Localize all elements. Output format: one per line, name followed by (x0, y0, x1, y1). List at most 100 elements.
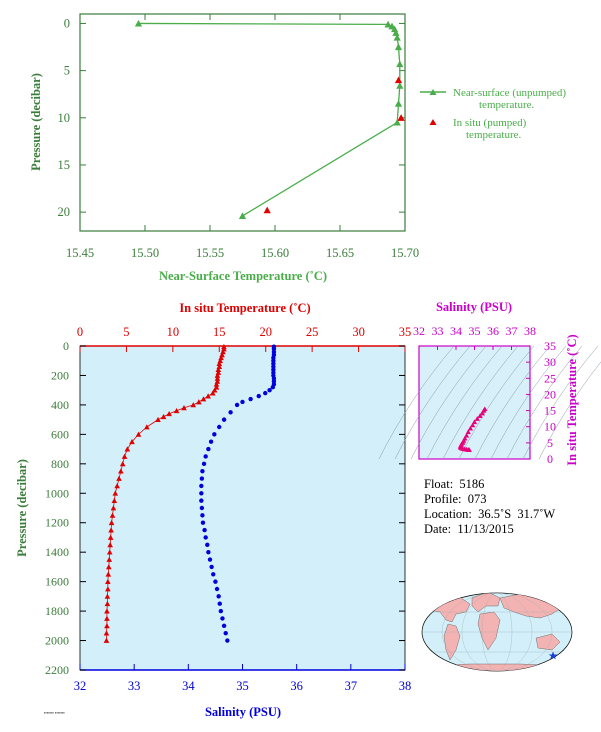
unpumped-temperature-point (393, 33, 401, 41)
temp-tick-label: 20 (259, 325, 272, 339)
y-tick-label: 20 (58, 205, 71, 219)
salinity-tick-label: 33 (128, 679, 141, 693)
profile-chart: 0 5 10 15 20 25 30 35 32 33 34 35 36 37 38 0 200 400 600 80… (15, 301, 411, 719)
float-number: Float: 5186 (424, 477, 485, 491)
temperature-point (205, 393, 211, 399)
ts-x-tick-label: 37 (506, 324, 518, 338)
salinity-point (228, 410, 233, 415)
near-surface-temperature-chart: 15.45 15.50 15.55 15.60 15.65 15.70 0 5 10 15 20 N… (29, 13, 419, 283)
salinity-point (234, 402, 240, 408)
temperature-point (200, 396, 207, 402)
salinity-point (221, 417, 227, 422)
ts-point (474, 416, 480, 421)
ts-title: Salinity (PSU) (436, 300, 512, 314)
salinity-point (207, 557, 213, 562)
density-contour (426, 345, 503, 460)
salinity-point (211, 572, 216, 577)
y-tick-label: 5 (64, 64, 70, 78)
ts-point (479, 410, 485, 416)
temperature-point (104, 615, 110, 621)
salinity-point (199, 505, 205, 511)
salinity-point (203, 535, 208, 540)
salinity-point (263, 390, 268, 396)
float-location: Location: 36.5˚S 31.7˚W (424, 507, 556, 521)
y-tick-label: 1400 (45, 545, 69, 559)
salinity-point (216, 594, 221, 599)
unpumped-temperature-point (396, 82, 404, 89)
footer-mark: ▪▪▪▪▪▪▪ ▪▪▪▪▪▪▪ (44, 710, 65, 715)
axis-ticks: 15.45 15.50 15.55 15.60 15.65 15.70 0 5 10 15 20 (58, 14, 419, 260)
temperature-point (135, 431, 142, 437)
bottom-x-axis-label: Salinity (PSU) (205, 705, 281, 719)
ts-x-tick-label: 32 (413, 324, 425, 338)
y-tick-label: 1200 (45, 516, 69, 530)
y-tick-label: 0 (64, 16, 70, 30)
salinity-point (199, 491, 204, 496)
y-tick-label: 1600 (45, 575, 69, 589)
plot-area (79, 345, 406, 671)
salinity-point (220, 616, 225, 621)
temperature-point (144, 424, 150, 430)
ts-y-tick-label: 25 (544, 371, 556, 385)
legend-unpumped-marker (429, 89, 437, 95)
ts-point (466, 447, 472, 453)
salinity-point (217, 424, 222, 430)
unpumped-temperature-point (394, 100, 403, 107)
map-graticule (422, 593, 572, 671)
salinity-point (248, 396, 253, 402)
temperature-point (108, 519, 115, 526)
ts-x-tick-label: 33 (432, 324, 444, 338)
ts-y-tick-label: 10 (544, 420, 556, 434)
density-contour (378, 345, 455, 460)
temperature-point (181, 405, 187, 411)
temp-tick-label: 5 (123, 325, 129, 339)
salinity-point (218, 608, 224, 614)
legend-unpumped-label-2: temperature. (479, 99, 535, 111)
temperature-point (213, 381, 220, 387)
pumped-temperature-point (263, 206, 271, 214)
ts-x-tick-label: 34 (450, 324, 462, 338)
temperature-point (107, 534, 114, 540)
temperature-point (155, 416, 161, 423)
legend-unpumped-label: Near-surface (unpumped) (453, 87, 566, 99)
temperature-point (216, 360, 223, 367)
series-layer (103, 343, 277, 643)
temp-tick-label: 25 (306, 325, 319, 339)
salinity-tick-label: 38 (399, 679, 412, 693)
salinity-point (199, 483, 204, 489)
temperature-point (106, 549, 113, 555)
temperature-point (105, 564, 112, 570)
y-tick-label: 800 (51, 457, 69, 471)
temperature-point (119, 461, 126, 467)
salinity-tick-label: 32 (74, 679, 87, 693)
series-layer (457, 406, 488, 453)
ts-y-tick-label: 30 (544, 355, 556, 369)
temp-tick-label: 30 (352, 325, 365, 339)
temperature-point (109, 512, 116, 518)
ts-point (477, 413, 483, 418)
density-contour (458, 345, 535, 460)
pumped-temperature-point (394, 76, 403, 84)
ts-y-tick-label: 15 (544, 404, 556, 418)
temperature-point (108, 527, 114, 533)
density-contour (522, 345, 599, 460)
x-tick-label: 15.65 (326, 246, 354, 260)
salinity-point (200, 513, 205, 518)
x-tick-label: 15.45 (66, 246, 94, 260)
y-tick-label: 1000 (45, 486, 69, 500)
density-contour (474, 345, 551, 460)
temperature-point (173, 408, 180, 414)
profile-number: Profile: 073 (424, 492, 487, 506)
unpumped-temperature-point (238, 212, 247, 219)
temperature-point (105, 586, 111, 592)
salinity-tick-label: 36 (290, 679, 303, 693)
temperature-point (160, 413, 167, 420)
temperature-point (103, 630, 110, 636)
legend-pumped-label: In situ (pumped) (453, 117, 527, 129)
salinity-point (203, 454, 208, 459)
density-contour (442, 345, 519, 460)
legend: Near-surface (unpumped) temperature. In … (420, 87, 566, 141)
temperature-point (110, 505, 117, 511)
temperature-point (112, 490, 119, 496)
y-tick-label: 2000 (45, 634, 69, 648)
